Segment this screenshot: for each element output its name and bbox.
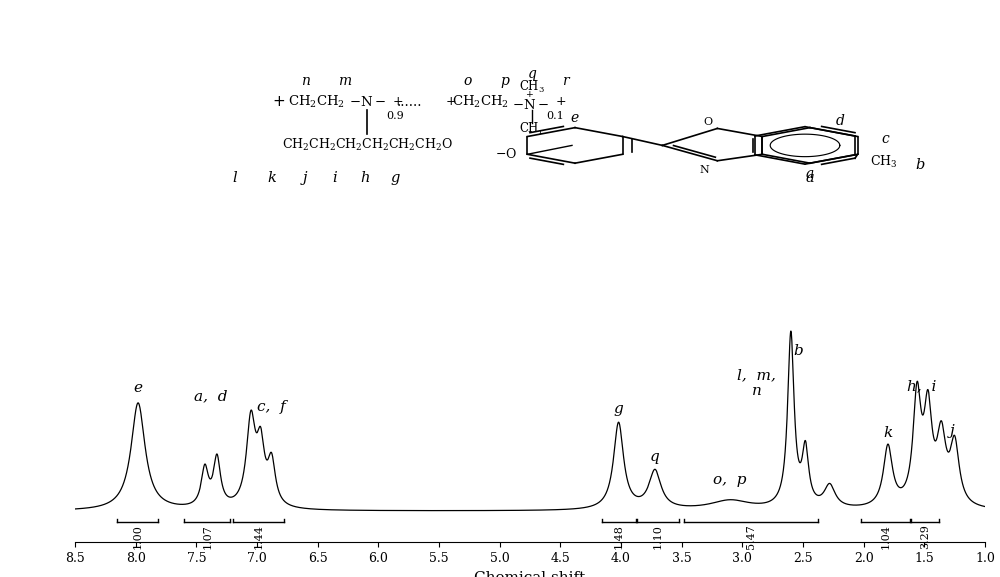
Text: $+$: $+$ <box>272 95 285 109</box>
Text: l,  m,
n: l, m, n <box>737 368 776 398</box>
Text: e: e <box>571 111 579 125</box>
Text: a,  d: a, d <box>194 389 228 403</box>
Text: 1.48: 1.48 <box>614 524 624 549</box>
Text: 0.9: 0.9 <box>386 111 404 121</box>
Text: $\mathregular{CH_3}$: $\mathregular{CH_3}$ <box>519 79 545 95</box>
Text: 1.04: 1.04 <box>881 524 891 549</box>
Text: $+$: $+$ <box>445 95 456 108</box>
Text: 1.44: 1.44 <box>253 524 263 549</box>
Text: h,  i: h, i <box>907 379 936 393</box>
Text: p: p <box>501 74 509 88</box>
Text: b: b <box>915 158 925 172</box>
Text: i: i <box>333 171 337 185</box>
Text: q: q <box>528 68 536 81</box>
Text: $\mathregular{-O}$: $\mathregular{-O}$ <box>495 147 517 162</box>
Text: j: j <box>950 424 955 439</box>
Text: g: g <box>614 402 623 415</box>
Text: a: a <box>806 167 814 182</box>
Text: O: O <box>703 117 712 127</box>
X-axis label: Chemical shift: Chemical shift <box>474 571 586 577</box>
Text: $\mathregular{CH_2CH_2}$: $\mathregular{CH_2CH_2}$ <box>452 93 509 110</box>
Text: $+$: $+$ <box>555 95 566 108</box>
Text: r: r <box>562 74 568 88</box>
Text: 1.00: 1.00 <box>132 524 142 549</box>
Text: $\mathregular{CH_3}$: $\mathregular{CH_3}$ <box>870 153 897 170</box>
Text: 1.10: 1.10 <box>653 524 663 549</box>
Text: b: b <box>793 344 803 358</box>
Text: o: o <box>464 74 472 88</box>
Text: 5.47: 5.47 <box>746 524 756 549</box>
Text: g: g <box>390 171 400 185</box>
Text: c: c <box>881 132 889 146</box>
Text: $\mathregular{CH_r}$: $\mathregular{CH_r}$ <box>519 121 545 137</box>
Text: c,  f: c, f <box>257 400 286 414</box>
Text: $+$: $+$ <box>392 95 403 108</box>
Text: 1.07: 1.07 <box>202 524 212 549</box>
Text: $\mathregular{-\overset{+}{N}-}$: $\mathregular{-\overset{+}{N}-}$ <box>512 89 548 113</box>
Text: 3.29: 3.29 <box>920 524 930 549</box>
Text: ......: ...... <box>397 95 422 109</box>
Text: k: k <box>883 426 893 440</box>
Text: o,  p: o, p <box>713 473 747 487</box>
Text: $\mathregular{CH_2CH_2}$: $\mathregular{CH_2CH_2}$ <box>288 93 345 110</box>
Text: d: d <box>836 114 844 128</box>
Text: n: n <box>301 74 309 88</box>
Text: 0.1: 0.1 <box>546 111 564 121</box>
Text: m: m <box>338 74 352 88</box>
Text: $\mathregular{-N-}$: $\mathregular{-N-}$ <box>349 95 385 109</box>
Text: e: e <box>134 381 143 395</box>
Text: j: j <box>303 171 307 185</box>
Text: l: l <box>233 171 237 185</box>
Text: h: h <box>360 171 370 185</box>
Text: a: a <box>806 171 814 185</box>
Text: N: N <box>700 164 709 175</box>
Text: $\mathregular{CH_2CH_2CH_2CH_2CH_2CH_2O}$: $\mathregular{CH_2CH_2CH_2CH_2CH_2CH_2O}… <box>282 137 452 153</box>
Text: k: k <box>268 171 276 185</box>
Text: q: q <box>650 450 660 464</box>
